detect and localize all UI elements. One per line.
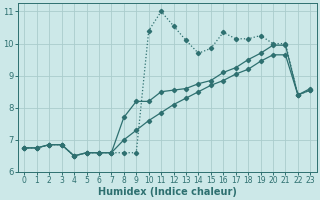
X-axis label: Humidex (Indice chaleur): Humidex (Indice chaleur) (98, 187, 237, 197)
